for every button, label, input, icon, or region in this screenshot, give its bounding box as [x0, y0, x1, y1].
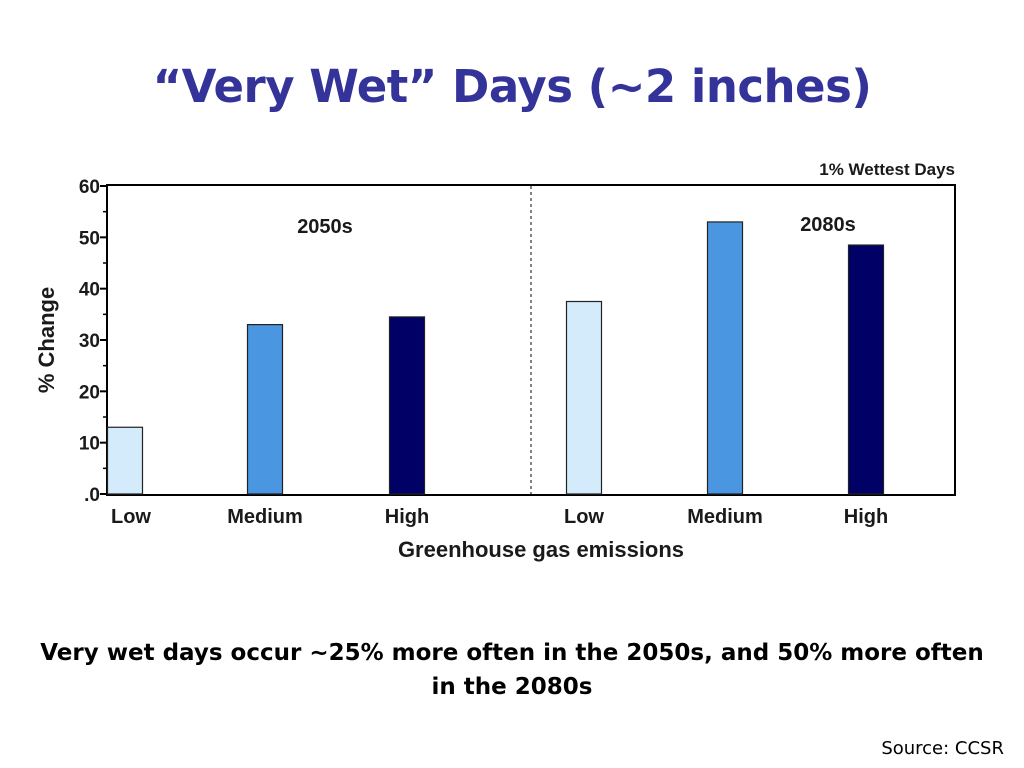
- x-category-label: Low: [111, 506, 151, 528]
- bar-2080s-medium: [706, 221, 744, 495]
- bar-chart: 1% Wettest Days 2050s 2080s .0 10 20 30 40 50…: [34, 160, 956, 562]
- corner-label: 1% Wettest Days: [819, 160, 955, 179]
- x-category-label: Low: [564, 506, 604, 528]
- x-category-label: High: [385, 506, 429, 528]
- x-axis-title: Greenhouse gas emissions: [398, 537, 684, 562]
- y-tick-label: 10: [79, 434, 100, 455]
- bar-2080s-low: [565, 300, 603, 495]
- bar-2080s-high: [847, 244, 885, 495]
- x-axis-categories: Low Medium High Low Medium High: [111, 506, 888, 528]
- y-tick-label: .0: [84, 485, 100, 506]
- x-category-label: Medium: [687, 506, 763, 528]
- y-axis: .0 10 20 30 40 50 60: [79, 177, 107, 506]
- y-tick-label: 60: [79, 177, 100, 198]
- bar-2050s-high: [388, 316, 426, 495]
- bar-2050s-medium: [246, 324, 284, 495]
- y-tick-label: 50: [79, 228, 100, 249]
- x-category-label: High: [844, 506, 888, 528]
- slide-title: “Very Wet” Days (~2 inches): [152, 60, 872, 113]
- x-category-label: Medium: [227, 506, 303, 528]
- y-tick-label: 20: [79, 382, 100, 403]
- y-tick-label: 30: [79, 331, 100, 352]
- caption: Very wet days occur ~25% more often in t…: [40, 640, 984, 700]
- y-tick-label: 40: [79, 280, 100, 301]
- bars: [106, 221, 885, 495]
- y-axis-title: % Change: [34, 287, 59, 393]
- source-note: Source: CCSR: [881, 738, 1004, 759]
- bar-2050s-low: [106, 426, 144, 495]
- group-label-2080s: 2080s: [800, 214, 856, 236]
- group-label-2050s: 2050s: [297, 216, 353, 238]
